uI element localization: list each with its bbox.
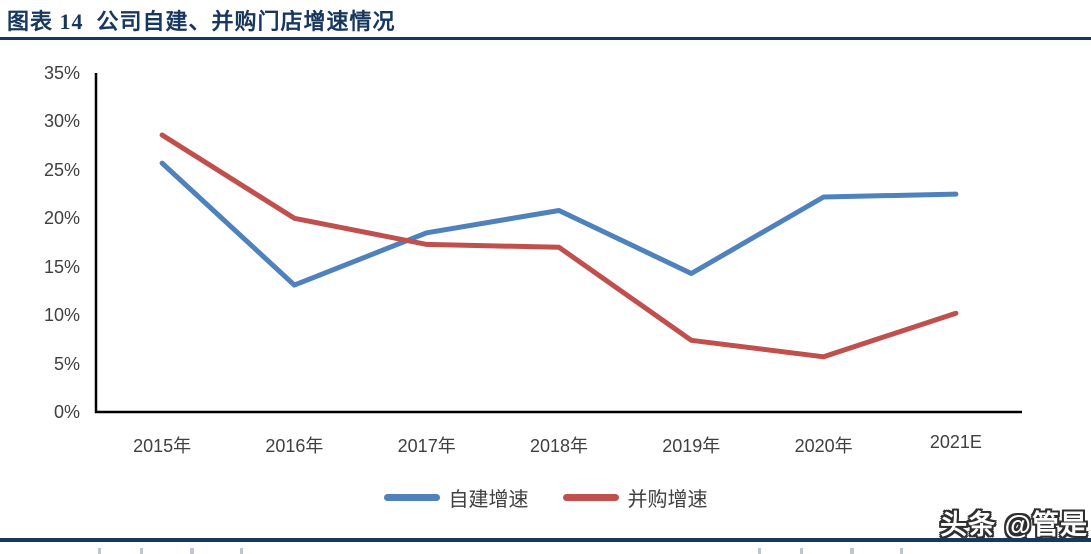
legend-swatch-icon [383,494,440,501]
y-tick-label: 20% [43,208,80,229]
title-underline-rule [0,37,1091,40]
axis-lines [94,73,1022,414]
legend-label: 并购增速 [627,489,708,511]
y-tick-label: 15% [43,256,80,277]
clipped-text-fragments [0,548,1091,554]
figure-title: 图表 14 公司自建、并购门店增速情况 [7,9,396,34]
x-tick-label: 2016年 [265,436,324,456]
x-tick-label: 2021E [929,432,982,452]
x-tick-label: 2015年 [133,436,192,456]
chart-legend: 自建增速 并购增速 [0,483,1091,512]
y-tick-label: 0% [53,402,80,422]
legend-swatch-icon [562,494,619,501]
legend-item-1: 并购增速 [562,483,708,512]
series-line-1 [159,132,959,360]
x-tick-label: 2019年 [662,436,721,456]
y-tick-label: 10% [43,305,80,326]
x-tick-label: 2017年 [397,436,456,456]
y-tick-label: 35% [43,63,80,83]
series-line-0 [159,160,959,288]
watermark-text: 头条 @管是 [940,510,1088,540]
y-tick-label: 30% [43,111,80,132]
legend-item-0: 自建增速 [383,483,529,512]
bottom-rule [0,538,1091,542]
x-tick-label: 2018年 [529,436,589,456]
x-tick-label: 2020年 [794,436,853,456]
legend-label: 自建增速 [448,489,529,511]
y-tick-label: 5% [53,353,80,374]
y-tick-label: 25% [43,159,80,180]
